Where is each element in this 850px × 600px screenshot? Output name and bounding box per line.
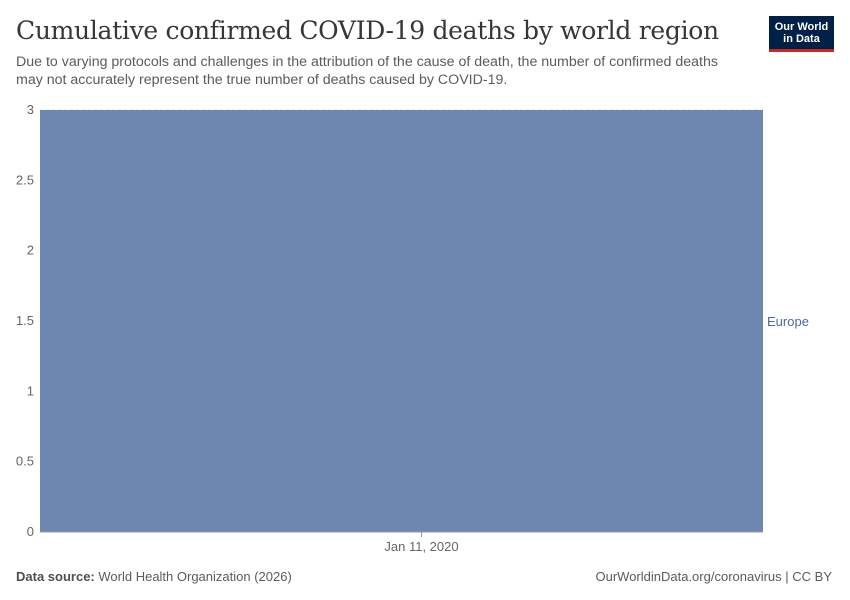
y-tick-label: 1 xyxy=(27,383,34,398)
x-tick-label: Jan 11, 2020 xyxy=(384,539,458,554)
data-source-label: Data source: xyxy=(16,569,95,584)
logo-line-1: Our World xyxy=(774,21,829,33)
y-tick-label: 1.5 xyxy=(16,313,34,328)
footer-separator: | xyxy=(781,569,793,584)
footer-links: OurWorldinData.org/coronavirus | CC BY xyxy=(595,569,832,584)
chart-subtitle: Due to varying protocols and challenges … xyxy=(16,54,718,88)
source-url-link[interactable]: OurWorldinData.org/coronavirus xyxy=(595,569,782,584)
logo-line-2: in Data xyxy=(783,33,820,45)
chart-title: Cumulative confirmed COVID-19 deaths by … xyxy=(16,16,719,45)
y-tick-label: 0 xyxy=(27,524,34,539)
owid-logo[interactable]: Our World in Data xyxy=(769,16,834,52)
y-tick-label: 2.5 xyxy=(16,172,34,187)
series-label-europe: Europe xyxy=(767,314,809,329)
y-tick-label: 0.5 xyxy=(16,454,34,469)
area-europe xyxy=(40,110,763,532)
data-source-text: World Health Organization (2026) xyxy=(98,569,292,584)
data-source: Data source: World Health Organization (… xyxy=(16,569,292,584)
license-link[interactable]: CC BY xyxy=(792,569,832,584)
y-tick-label: 2 xyxy=(27,243,34,258)
y-tick-label: 3 xyxy=(27,102,34,117)
